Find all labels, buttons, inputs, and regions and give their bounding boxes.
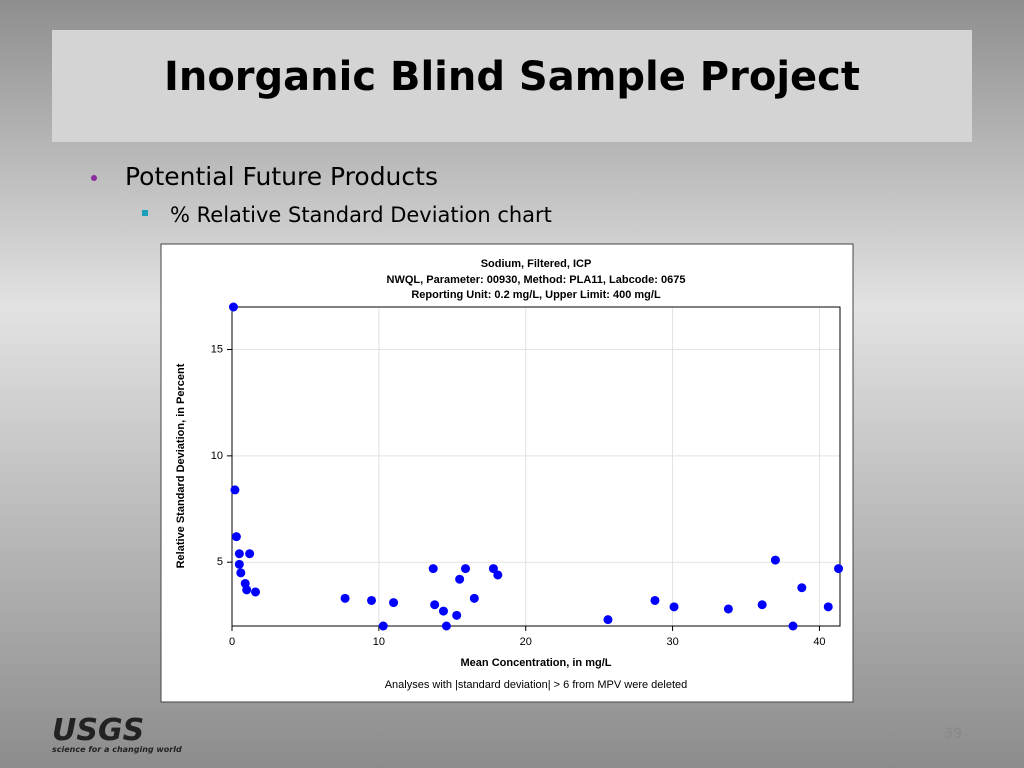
point <box>452 610 462 620</box>
point <box>245 549 255 559</box>
point <box>236 568 246 578</box>
x-axis-label: Mean Concentration, in mg/L <box>461 657 612 669</box>
chart-frame <box>160 243 854 703</box>
x-tick-label: 20 <box>520 636 532 648</box>
point <box>723 604 733 614</box>
point <box>603 615 613 625</box>
point <box>234 559 244 569</box>
page-number: 39 <box>944 726 962 742</box>
x-tick-label: 0 <box>229 636 235 648</box>
y-tick-label: 5 <box>217 556 223 568</box>
plot: 0 10 20 30 40 5 10 15 <box>211 302 844 648</box>
point <box>430 600 440 610</box>
x-tick-label: 30 <box>666 636 678 648</box>
point <box>230 485 240 495</box>
slide-title: Inorganic Blind Sample Project <box>164 54 860 100</box>
point <box>493 570 503 580</box>
chart-subtitle: Reporting Unit: 0.2 mg/L, Upper Limit: 4… <box>411 289 661 301</box>
point <box>231 532 241 542</box>
point <box>438 606 448 616</box>
point <box>389 598 399 608</box>
point <box>834 564 844 574</box>
sub-bullet-text: % Relative Standard Deviation chart <box>170 203 552 227</box>
sub-bullet <box>142 210 148 216</box>
x-tick-label: 40 <box>813 636 825 648</box>
chart-note: Analyses with |standard deviation| > 6 f… <box>385 679 688 691</box>
y-tick-label: 15 <box>211 343 223 355</box>
chart-subtitle: NWQL, Parameter: 00930, Method: PLA11, L… <box>387 274 686 286</box>
point <box>469 593 479 603</box>
point <box>669 602 679 612</box>
bullet <box>91 175 97 181</box>
x-tick-label: 10 <box>373 636 385 648</box>
point <box>340 593 350 603</box>
chart-title: Sodium, Filtered, ICP <box>481 258 592 270</box>
plot-border <box>231 306 841 627</box>
point <box>242 585 252 595</box>
point <box>441 621 451 631</box>
point <box>770 555 780 565</box>
logo: USGS <box>52 713 144 748</box>
point <box>788 621 798 631</box>
logo-tagline: science for a changing world <box>52 745 182 754</box>
point <box>378 621 388 631</box>
y-axis-label: Relative Standard Deviation, in Percent <box>175 363 187 568</box>
point <box>461 564 471 574</box>
point <box>823 602 833 612</box>
point <box>455 574 465 584</box>
point <box>228 302 238 312</box>
point <box>367 595 377 605</box>
point <box>234 549 244 559</box>
point <box>757 600 767 610</box>
point <box>797 583 807 593</box>
point <box>488 564 498 574</box>
title-box <box>52 30 972 142</box>
y-tick-label: 10 <box>211 450 223 462</box>
point <box>650 595 660 605</box>
point <box>428 564 438 574</box>
bullet-text: Potential Future Products <box>125 162 438 191</box>
point <box>250 587 260 597</box>
